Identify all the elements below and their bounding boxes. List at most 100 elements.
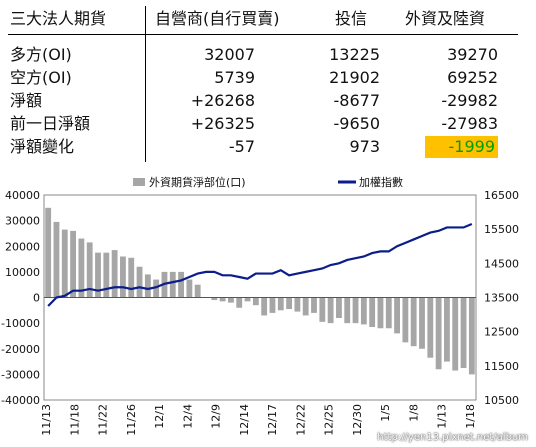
legend-bar-label: 外資期貨淨部位(口) (149, 175, 246, 189)
x-tick-label: 11/18 (68, 404, 81, 436)
bar (53, 221, 60, 298)
bar (277, 297, 284, 311)
bar (45, 207, 52, 298)
bar (61, 229, 68, 298)
y-left-tick-label: -10000 (1, 317, 40, 330)
bar (169, 271, 176, 298)
bar (194, 284, 201, 298)
trust-value: 973 (349, 137, 380, 156)
dealer-value: 5739 (214, 68, 255, 87)
table-header-trust: 投信 (335, 9, 368, 28)
bar (319, 297, 326, 322)
trust-value: 21902 (329, 68, 380, 87)
trust-value: 13225 (329, 45, 380, 64)
x-tick-label: 1/18 (464, 404, 477, 429)
y-right-tick-label: 13500 (484, 292, 519, 305)
row-label: 淨額變化 (10, 137, 75, 156)
bar (111, 250, 118, 298)
bar (336, 297, 342, 318)
row-label: 空方(OI) (10, 68, 72, 87)
futures-chart: 外資期貨淨部位(口) 加權指數 40000 30000 20000 10000 0 -10… (1, 175, 519, 436)
x-tick-label: 1/5 (379, 404, 392, 422)
bar (435, 297, 442, 370)
foreign-value: 39270 (447, 45, 498, 64)
bar (236, 297, 243, 308)
trust-value: -9650 (333, 114, 381, 133)
legend: 外資期貨淨部位(口) 加權指數 (133, 175, 403, 189)
bar (369, 297, 376, 327)
legend-line-label: 加權指數 (359, 175, 403, 189)
bar (294, 297, 301, 312)
x-tick-label: 11/13 (40, 404, 53, 436)
bar (136, 266, 143, 298)
x-tick-label: 12/1 (153, 404, 166, 429)
y-right-tick-label: 12500 (484, 326, 519, 339)
table-header-title: 三大法人期貨 (10, 9, 107, 28)
bar (286, 297, 292, 310)
bar (427, 297, 434, 358)
bar (377, 297, 384, 329)
bar (144, 274, 151, 298)
bar (103, 252, 110, 298)
x-tick-label: 11/22 (97, 404, 110, 436)
y-left-tick-label: -40000 (1, 394, 40, 407)
bar (178, 271, 184, 298)
y-right-tick-label: 16500 (484, 189, 519, 202)
y-left-tick-label: 30000 (5, 215, 40, 228)
row-label: 前一日淨額 (10, 114, 91, 133)
bar (86, 242, 93, 298)
y-right-tick-label: 15500 (484, 223, 519, 236)
bar (302, 297, 309, 316)
bar (460, 297, 467, 368)
bar (261, 297, 268, 316)
y-left-tick-label: 10000 (5, 266, 40, 279)
x-tick-label: 12/17 (266, 404, 279, 436)
table-header-dealer: 自營商(自行買賣) (155, 9, 280, 28)
bar (327, 297, 334, 324)
y-left-tick-label: -30000 (1, 368, 40, 381)
y-left-tick-label: -20000 (1, 343, 40, 356)
index-line (47, 223, 473, 307)
x-tick-label: 12/4 (181, 404, 194, 429)
dealer-value: +26268 (190, 91, 255, 110)
header-divider (8, 34, 518, 35)
bar (311, 297, 317, 313)
bar (352, 297, 359, 324)
y-right-tick-label: 11500 (484, 360, 519, 373)
dealer-value: -57 (228, 137, 255, 156)
bar (410, 297, 417, 347)
bar (269, 297, 276, 313)
bar (252, 297, 259, 306)
foreign-value: -29982 (441, 91, 498, 110)
x-tick-label: 11/26 (125, 404, 138, 436)
bar (186, 279, 193, 298)
x-tick-label: 1/8 (407, 404, 420, 422)
y-right-tick-label: 14500 (484, 257, 519, 270)
x-tick-label: 12/22 (294, 404, 307, 436)
bar (419, 297, 425, 349)
bar (120, 256, 126, 298)
column-divider (145, 6, 146, 162)
bar-series (45, 207, 475, 375)
bar (452, 297, 459, 371)
stats-table: 三大法人期貨 自營商(自行買賣) 投信 外資及陸資 多方(OI) 32007 1… (0, 0, 536, 170)
bar (244, 297, 251, 302)
bar (219, 297, 226, 302)
x-tick-label: 12/9 (210, 404, 223, 429)
bar (360, 297, 367, 325)
dealer-value: +26325 (190, 114, 255, 133)
bar (402, 297, 409, 343)
x-tick-label: 12/14 (238, 404, 251, 436)
bar (344, 297, 351, 324)
table-header-foreign: 外資及陸資 (405, 9, 486, 28)
foreign-value: -27983 (441, 114, 498, 133)
y-left-tick-label: 20000 (5, 240, 40, 253)
foreign-change-highlight: -1999 (425, 136, 498, 158)
bar (385, 297, 392, 329)
trust-value: -8677 (333, 91, 381, 110)
bar (70, 230, 76, 298)
y-left-tick-label: 40000 (5, 189, 40, 202)
y-axis-right: 16500 15500 14500 13500 12500 11500 10500 (484, 189, 519, 407)
bar (78, 238, 85, 298)
x-tick-label: 1/13 (436, 404, 449, 429)
